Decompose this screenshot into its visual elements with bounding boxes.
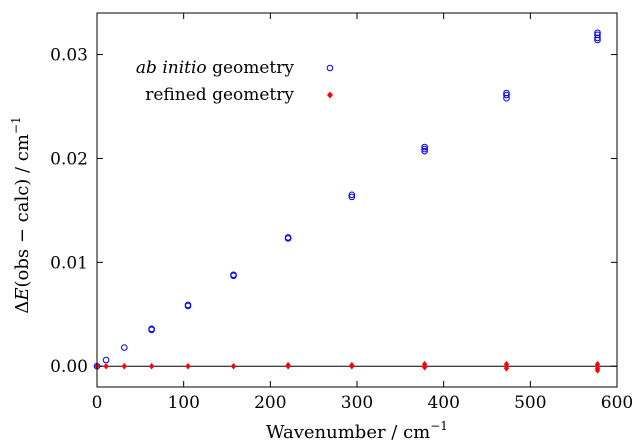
data-point-refined [121, 362, 127, 370]
x-tick-label: 200 [254, 393, 286, 413]
data-point-ab-initio [184, 302, 192, 310]
y-axis-title-superscript: −1 [9, 116, 23, 134]
y-axis-title-text: (obs − calc) / cm [12, 134, 33, 287]
data-point-refined [422, 363, 428, 371]
legend-label-refined: refined geometry [145, 85, 294, 105]
data-point-refined [149, 362, 155, 370]
y-tick-label: 0.02 [50, 149, 88, 169]
y-tick-label: 0.03 [50, 46, 88, 66]
y-axis-title-delta: Δ [12, 301, 33, 314]
data-point-ab-initio [230, 272, 237, 280]
y-axis-title: ΔE(obs − calc) / cm−1 [9, 116, 33, 313]
x-axis-title-text: Wavenumber / cm [266, 422, 430, 442]
data-point-refined [503, 365, 510, 372]
legend-label-ab-initio-rest: geometry [207, 58, 295, 78]
plot-frame [96, 12, 618, 388]
data-point-ab-initio [148, 326, 155, 334]
data-point-ab-initio [121, 344, 128, 351]
x-tick-label: 500 [514, 393, 546, 413]
data-point-ab-initio [102, 356, 110, 364]
data-point-refined [185, 362, 191, 370]
y-axis-title-variable: E [12, 288, 33, 302]
legend-label-ab-initio-italic: ab initio [136, 58, 207, 78]
data-point-ab-initio [421, 145, 428, 153]
y-tick-label: 0.00 [50, 357, 88, 377]
data-point-refined [103, 362, 109, 370]
data-point-ab-initio [348, 193, 356, 201]
tick-labels: 0 100 200 300 400 500 600 0.00 0.01 0.02 0.03 [50, 46, 633, 413]
legend: ab initio geometry refined geometry [136, 58, 334, 105]
data-point-ab-initio [503, 91, 510, 99]
data-points [93, 29, 601, 374]
x-tick-label: 400 [427, 393, 459, 413]
x-tick-label: 100 [167, 393, 199, 413]
legend-marker-ab-initio [326, 64, 334, 72]
x-tick-label: 600 [601, 393, 633, 413]
data-point-ab-initio [421, 143, 428, 151]
data-point-refined [230, 362, 237, 370]
x-axis-title: Wavenumber / cm−1 [266, 419, 448, 442]
data-point-ab-initio [348, 191, 356, 199]
legend-marker-refined [327, 91, 333, 99]
data-point-refined [285, 362, 291, 370]
data-point-ab-initio [594, 34, 601, 42]
data-point-ab-initio [421, 147, 428, 155]
data-point-ab-initio [284, 235, 292, 242]
legend-label-ab-initio: ab initio geometry [136, 58, 294, 78]
data-point-refined [349, 362, 355, 370]
data-point-ab-initio [503, 94, 510, 102]
y-tick-label: 0.01 [50, 253, 88, 273]
x-axis-title-superscript: −1 [430, 419, 448, 433]
data-point-ab-initio [594, 36, 601, 44]
x-tick-label: 0 [92, 393, 103, 413]
data-point-refined [594, 367, 601, 374]
x-tick-label: 300 [341, 393, 373, 413]
